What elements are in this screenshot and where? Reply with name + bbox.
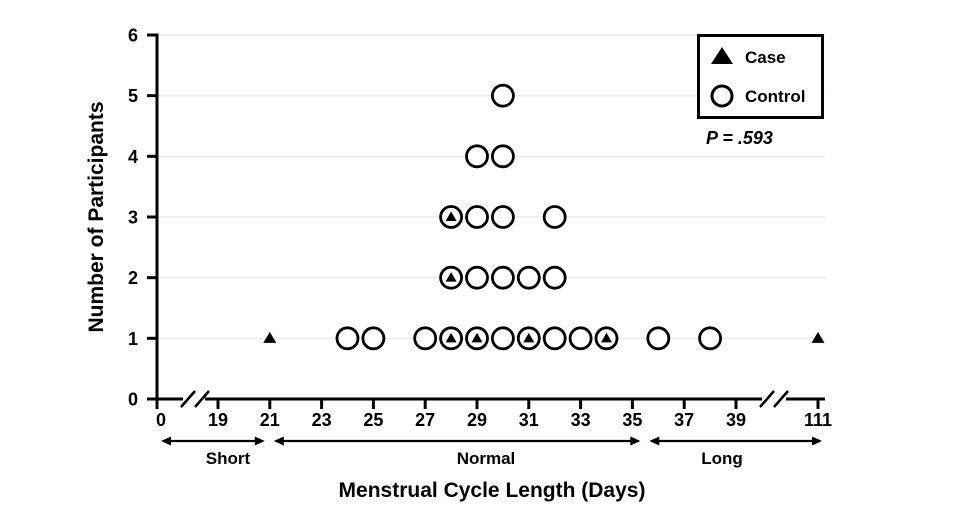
case-data-point [445, 272, 457, 282]
axes [147, 33, 825, 409]
case-data-point [263, 331, 277, 343]
y-tick-label: 5 [128, 86, 138, 106]
case-data-point [811, 331, 825, 343]
x-tick-label: 23 [312, 410, 332, 430]
control-circle-icon [710, 84, 734, 108]
region-label-long: Long [701, 449, 743, 468]
x-tick-label: 111 [804, 410, 832, 430]
region-label-short: Short [206, 449, 251, 468]
region-label-normal: Normal [457, 449, 516, 468]
control-data-point [542, 265, 567, 290]
legend-case-label: Case [745, 48, 786, 67]
y-tick-label: 3 [128, 207, 138, 227]
control-data-point [413, 326, 438, 351]
x-tick-label: 21 [260, 410, 280, 430]
control-data-point [698, 326, 722, 351]
x-tick-label: 0 [156, 410, 166, 430]
case-data-point [523, 332, 535, 343]
control-data-point [542, 326, 567, 351]
control-data-point [490, 326, 515, 351]
x-tick-label: 25 [363, 410, 383, 430]
x-axis-title: Menstrual Cycle Length (Days) [339, 479, 646, 502]
arrowhead-right-icon [630, 436, 641, 446]
arrowhead-left-icon [273, 436, 284, 446]
x-tick-label: 35 [622, 410, 642, 430]
y-tick-label: 1 [128, 329, 138, 349]
case-data-point [601, 332, 612, 343]
x-tick-label: 33 [571, 410, 591, 430]
data-points [263, 83, 825, 351]
y-tick-label: 2 [128, 268, 138, 288]
control-data-point [465, 265, 489, 290]
axis-break-slash-icon [180, 390, 196, 408]
control-data-point [465, 205, 489, 229]
arrowhead-right-icon [812, 436, 822, 446]
x-tick-label: 31 [519, 410, 539, 430]
y-tick-label: 6 [128, 25, 138, 45]
axis-break-slash-icon [759, 390, 775, 408]
y-tick-label: 4 [128, 147, 138, 167]
control-data-point [646, 326, 671, 351]
control-data-point [542, 205, 567, 229]
x-tick-label: 27 [415, 410, 435, 430]
control-data-point [465, 144, 489, 169]
legend: Case Control [697, 34, 824, 119]
control-data-point [361, 326, 386, 351]
x-tick-label: 39 [726, 410, 746, 430]
x-tick-label: 37 [674, 410, 694, 430]
control-data-point [490, 144, 515, 169]
y-axis-title: Number of Participants [85, 101, 108, 332]
case-triangle-icon [711, 47, 733, 64]
region-arrows [161, 436, 822, 446]
x-tick-label: 29 [467, 410, 487, 430]
control-data-point [568, 326, 593, 351]
case-data-point [445, 332, 457, 343]
control-data-point [516, 265, 541, 290]
axis-break-slash-icon [773, 390, 789, 408]
control-data-point [490, 83, 515, 108]
case-data-point [445, 211, 457, 221]
x-tick-label: 19 [208, 410, 228, 430]
case-data-point [471, 332, 483, 343]
p-value-annotation: P = .593 [706, 128, 773, 148]
control-data-point [490, 205, 515, 229]
legend-control-label: Control [745, 87, 805, 106]
control-data-point [490, 265, 515, 290]
arrowhead-left-icon [161, 436, 171, 446]
y-tick-label: 0 [128, 390, 138, 410]
arrowhead-left-icon [649, 436, 660, 446]
arrowhead-right-icon [254, 436, 265, 446]
control-data-point [335, 326, 360, 351]
axis-break-slash-icon [194, 390, 210, 408]
